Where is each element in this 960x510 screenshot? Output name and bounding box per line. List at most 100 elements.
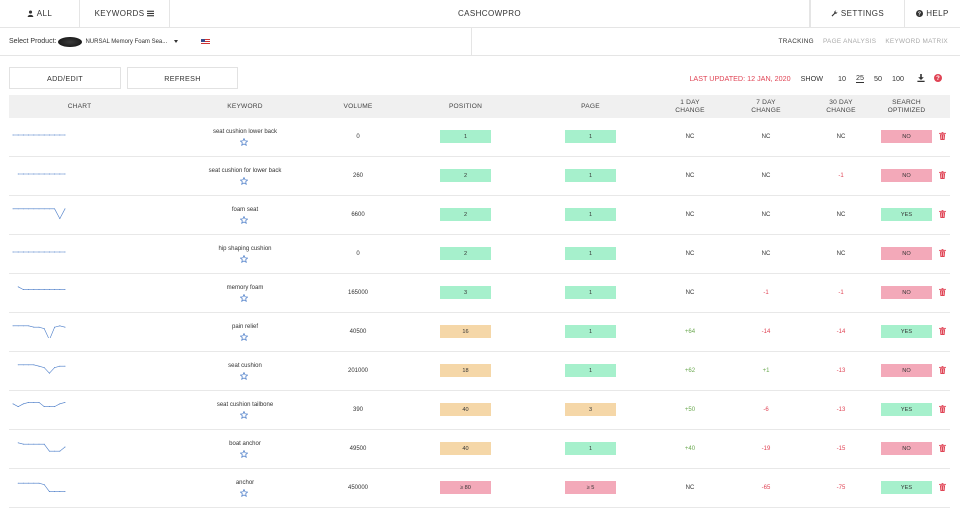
product-row: Select Product: NURSAL Memory Foam Sea..… xyxy=(0,28,960,56)
sparkline-point xyxy=(64,365,66,367)
change-7day: -6 xyxy=(763,407,769,413)
col-opt-line2: OPTIMIZED xyxy=(887,106,926,114)
sparkline-chart xyxy=(12,208,66,220)
trash-icon[interactable] xyxy=(939,327,946,335)
trash-icon[interactable] xyxy=(939,366,946,374)
page-size-10[interactable]: 10 xyxy=(838,73,846,83)
col-7day[interactable]: 7 DAY CHANGE xyxy=(736,95,796,118)
product-select-label: Select Product: xyxy=(9,38,57,45)
tab-page-analysis[interactable]: PAGE ANALYSIS xyxy=(822,38,877,45)
sparkline-point xyxy=(33,364,35,366)
sparkline-point xyxy=(48,450,50,452)
tab-tracking[interactable]: TRACKING xyxy=(778,38,814,45)
change-7day: NC xyxy=(761,134,771,140)
nav-all[interactable]: ALL xyxy=(0,0,80,27)
trash-icon[interactable] xyxy=(939,405,946,413)
col-page[interactable]: PAGE xyxy=(581,102,600,110)
sparkline-point xyxy=(38,482,40,484)
page-size-100[interactable]: 100 xyxy=(892,73,904,83)
col-30day[interactable]: 30 DAY CHANGE xyxy=(811,95,871,118)
sparkline-point xyxy=(48,173,50,175)
page-badge: ≥ 5 xyxy=(565,481,616,494)
sparkline-point xyxy=(54,208,56,210)
col-keyword[interactable]: KEYWORD xyxy=(227,102,263,110)
trash-icon[interactable] xyxy=(939,132,946,140)
change-1day: +40 xyxy=(684,446,696,452)
sparkline-line xyxy=(18,364,65,374)
toolbar: ADD/EDIT REFRESH LAST UPDATED: 12 JAN, 2… xyxy=(0,67,960,89)
sparkline-point xyxy=(17,406,19,408)
col-opt-line1: SEARCH xyxy=(892,98,921,106)
sparkline-point xyxy=(12,325,14,327)
col-search-optimized[interactable]: SEARCH OPTIMIZED xyxy=(871,95,942,118)
col-1day[interactable]: 1 DAY CHANGE xyxy=(660,95,720,118)
user-icon xyxy=(27,10,34,17)
nav-help[interactable]: ? HELP xyxy=(905,0,960,27)
star-icon[interactable] xyxy=(240,216,248,224)
page-size-25[interactable]: 25 xyxy=(856,73,864,83)
col-volume[interactable]: VOLUME xyxy=(343,102,373,110)
keyword-text: seat cushion xyxy=(228,363,262,369)
page-badge: 1 xyxy=(565,130,616,143)
volume-value: 0 xyxy=(356,251,360,257)
trash-icon[interactable] xyxy=(939,483,946,491)
trash-icon[interactable] xyxy=(939,444,946,452)
star-icon[interactable] xyxy=(240,138,248,146)
star-icon[interactable] xyxy=(240,411,248,419)
trash-icon[interactable] xyxy=(939,171,946,179)
sparkline-chart xyxy=(17,286,66,291)
volume-value: 6600 xyxy=(351,212,365,218)
star-icon[interactable] xyxy=(240,372,248,380)
top-nav: ALL KEYWORDS CASHCOWPRO SETTINGS ? HELP xyxy=(0,0,960,28)
nav-settings[interactable]: SETTINGS xyxy=(810,0,905,27)
page-badge: 1 xyxy=(565,208,616,221)
table-row: seat cushion tailbone 390 40 3 +50 -6 -13 YES xyxy=(9,391,950,430)
col-7day-line1: 7 DAY xyxy=(756,98,776,106)
svg-text:?: ? xyxy=(936,76,940,82)
sparkline-point xyxy=(12,134,14,136)
star-icon[interactable] xyxy=(240,255,248,263)
sparkline-point xyxy=(22,289,24,291)
refresh-button[interactable]: REFRESH xyxy=(127,67,238,89)
nav-keywords[interactable]: KEYWORDS xyxy=(80,0,170,27)
position-badge: 3 xyxy=(440,286,491,299)
keyword-text: anchor xyxy=(235,480,255,486)
brand-title: CASHCOWPRO xyxy=(170,0,810,27)
page-size-50[interactable]: 50 xyxy=(874,73,882,83)
us-flag-icon[interactable] xyxy=(201,38,211,45)
star-icon[interactable] xyxy=(240,333,248,341)
page-badge: 1 xyxy=(565,442,616,455)
trash-icon[interactable] xyxy=(939,249,946,257)
product-select[interactable]: NURSAL Memory Foam Sea... xyxy=(85,38,168,45)
sparkline-point xyxy=(54,406,56,408)
sparkline-point xyxy=(54,367,56,369)
volume-value: 165000 xyxy=(347,290,369,296)
download-icon[interactable] xyxy=(917,74,925,82)
star-icon[interactable] xyxy=(240,294,248,302)
page-badge: 3 xyxy=(565,403,616,416)
star-icon[interactable] xyxy=(240,489,248,497)
star-icon[interactable] xyxy=(240,450,248,458)
trash-icon[interactable] xyxy=(939,210,946,218)
chevron-down-icon[interactable] xyxy=(174,40,179,43)
sparkline-point xyxy=(54,289,56,291)
help-icon[interactable]: ? xyxy=(934,74,942,82)
volume-value: 260 xyxy=(352,173,363,179)
add-edit-button[interactable]: ADD/EDIT xyxy=(9,67,121,89)
volume-value: 40500 xyxy=(349,329,367,335)
sparkline-point xyxy=(43,289,45,291)
search-optimized-badge: NO xyxy=(881,286,932,299)
sparkline-point xyxy=(33,208,35,210)
keyword-text: seat cushion tailbone xyxy=(216,402,274,408)
table-row: anchor 450000 ≥ 80 ≥ 5 NC -65 -75 YES xyxy=(9,469,950,508)
star-icon[interactable] xyxy=(240,177,248,185)
change-7day: -1 xyxy=(763,290,769,296)
change-1day: +62 xyxy=(684,368,696,374)
col-position[interactable]: POSITION xyxy=(448,102,483,110)
tab-keyword-matrix[interactable]: KEYWORD MATRIX xyxy=(885,38,948,45)
sparkline-point xyxy=(22,364,24,366)
trash-icon[interactable] xyxy=(939,288,946,296)
page-badge: 1 xyxy=(565,247,616,260)
sparkline-point xyxy=(12,208,14,210)
sparkline-point xyxy=(38,365,40,367)
